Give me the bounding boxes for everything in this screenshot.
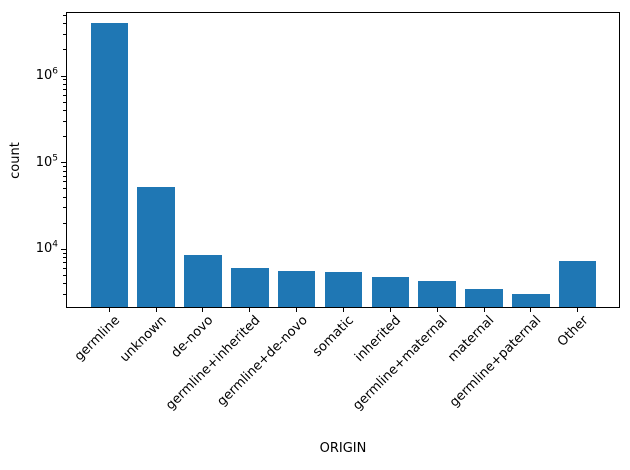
x-tick-label-somatic: somatic [310,313,358,360]
x-tick-germline-inherited [249,308,251,312]
y-minor-tick [63,283,66,285]
y-minor-tick [63,88,66,90]
x-tick-label-other: Other [554,313,592,350]
bar-germline [90,23,129,307]
x-tick-germline-de-novo [296,308,298,312]
y-minor-tick [63,101,66,103]
bar-de-novo [184,255,222,307]
x-axis-label: ORIGIN [319,441,367,456]
bar-germline-inherited [231,267,269,307]
y-tick-label-1e5: 105 [35,153,58,170]
y-minor-tick [63,262,66,264]
y-minor-tick [63,181,66,183]
y-minor-tick [63,257,66,259]
x-tick-other [577,308,579,312]
y-tick-1e4 [61,248,66,250]
x-tick-label-germline-de-novo: germline+de-novo [213,313,311,410]
bar-inherited [371,276,410,307]
x-tick-unknown [155,308,157,312]
x-tick-germline-maternal [436,308,438,312]
y-minor-tick [63,267,66,269]
x-tick-somatic [343,308,344,312]
bar-germline-de-novo [277,271,316,307]
x-tick-germline-paternal [530,308,532,312]
y-minor-tick [63,109,66,111]
x-tick-label-de-novo: de-novo [168,313,217,361]
x-tick-maternal [483,308,485,312]
y-minor-tick [63,196,66,198]
y-tick-label-1e4: 104 [35,239,58,257]
x-tick-de-novo [202,308,204,312]
y-minor-tick [63,175,66,177]
y-minor-tick [63,136,66,138]
x-tick-germline [108,308,110,312]
x-tick-label-germline-maternal: germline+maternal [350,313,451,414]
y-minor-tick [63,170,66,172]
bar-somatic [324,271,363,307]
y-minor-tick [63,79,66,81]
y-minor-tick [63,120,66,122]
y-axis-label: count [7,141,23,179]
bar-unknown [137,186,175,307]
y-tick-1e5 [61,162,66,164]
y-minor-tick [63,166,66,168]
y-tick-1e6 [61,75,66,77]
y-minor-tick [63,222,66,224]
y-minor-tick [63,294,66,296]
y-minor-tick [63,83,66,85]
y-minor-tick [63,49,66,51]
bar-maternal [465,289,503,307]
bar-other [558,260,597,307]
x-tick-label-germline: germline [71,313,123,365]
bar-germline-paternal [512,294,550,307]
y-axis-label-wrap: count [0,12,30,308]
y-minor-tick [63,23,66,25]
plot-area [66,12,620,308]
y-minor-tick [63,34,66,36]
x-tick-label-unknown: unknown [117,313,170,366]
y-minor-tick [63,94,66,96]
y-minor-tick [63,274,66,276]
x-tick-inherited [389,308,391,312]
y-minor-tick [63,14,66,16]
y-minor-tick [63,188,66,190]
bar-germline-maternal [418,281,456,307]
x-tick-label-germline-paternal: germline+paternal [447,313,545,411]
y-minor-tick [63,252,66,254]
y-minor-tick [63,207,66,209]
y-tick-label-1e6: 106 [35,66,58,83]
